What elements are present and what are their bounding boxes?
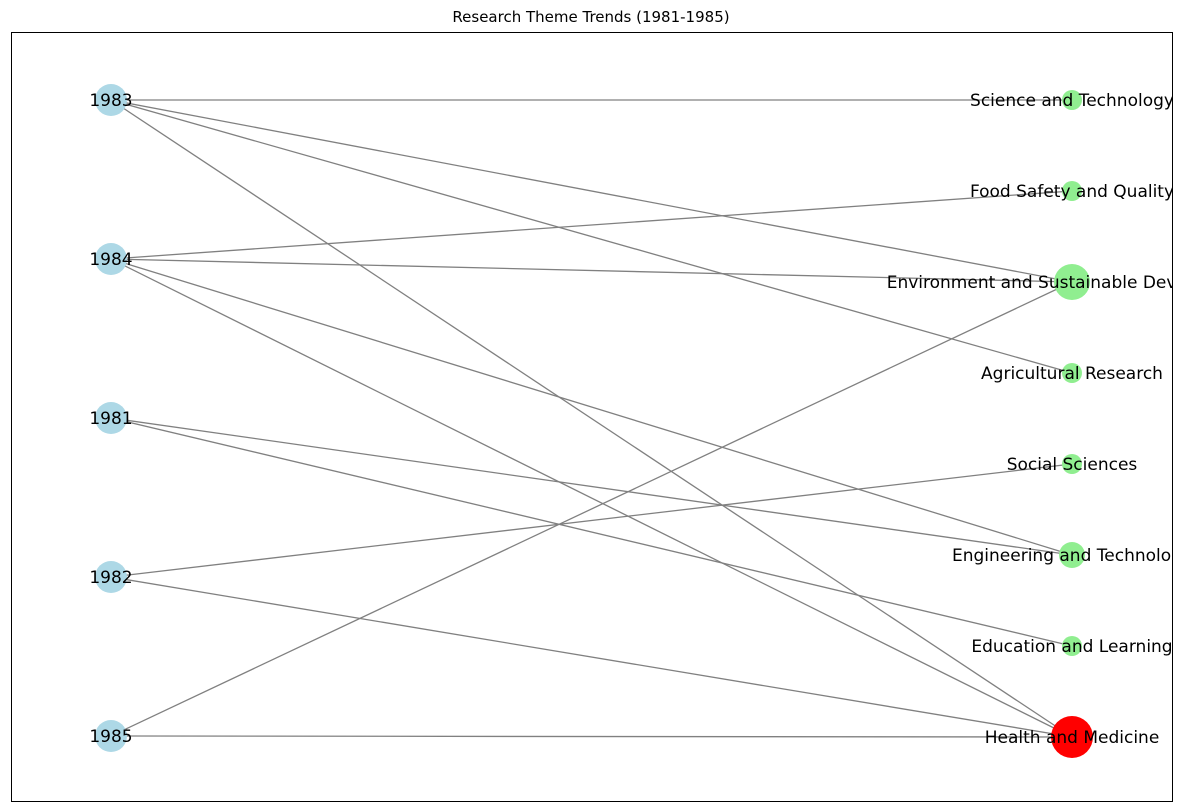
edge-1982-health-and-medicine [110,576,1073,738]
year-node-1984 [95,243,127,275]
theme-node-social-sciences [1062,454,1082,474]
theme-label-social-sciences: Social Sciences [1007,455,1138,475]
year-node-1982 [95,561,127,593]
edge-1983-agricultural-research [110,99,1073,374]
edge-1984-health-and-medicine [110,258,1073,738]
year-label-1984: 1984 [89,250,132,270]
theme-node-education-and-learning [1062,636,1082,656]
theme-node-engineering-and-technology [1059,542,1085,568]
theme-label-environment-and-sustainable-development: Environment and Sustainable Development [887,273,1172,293]
edge-1981-education-and-learning [110,417,1073,647]
theme-label-science-and-technology: Science and Technology [970,91,1172,111]
year-node-1981 [95,402,127,434]
network-graph: 1983 1984 1981 1982 1985 Science and Technolo… [89,84,1172,758]
edge-1984-food-safety-and-quality [110,190,1073,260]
edge-1982-social-sciences [110,463,1073,578]
theme-node-health-and-medicine [1051,716,1093,758]
theme-node-agricultural-research [1062,363,1082,383]
theme-node-food-safety-and-quality [1062,181,1082,201]
label-layer: 1983 1984 1981 1982 1985 Science and Technolo… [89,91,1172,748]
edge-1981-engineering-and-technology [110,417,1073,556]
edge-1983-environment-and-sustainable-development [110,99,1073,283]
theme-label-food-safety-and-quality: Food Safety and Quality [970,182,1172,202]
theme-label-agricultural-research: Agricultural Research [981,364,1163,384]
year-node-1983 [95,84,127,116]
edge-1985-environment-and-sustainable-development [110,281,1073,737]
edge-layer [110,99,1073,738]
year-label-1983: 1983 [89,91,132,111]
theme-label-education-and-learning: Education and Learning [971,637,1172,657]
year-node-1985 [95,720,127,752]
theme-node-science-and-technology [1062,90,1082,110]
year-label-1981: 1981 [89,409,132,429]
theme-label-health-and-medicine: Health and Medicine [985,728,1160,748]
theme-node-environment-and-sustainable-development [1054,264,1090,300]
year-label-1982: 1982 [89,568,132,588]
edge-1984-environment-and-sustainable-development [110,258,1073,283]
diagram-frame: 1983 1984 1981 1982 1985 Science and Technolo… [11,32,1173,802]
theme-label-engineering-and-technology: Engineering and Technology [952,546,1172,566]
year-label-1985: 1985 [89,727,132,747]
edge-1985-health-and-medicine [110,735,1073,738]
edge-1983-health-and-medicine [110,99,1073,738]
diagram-title: Research Theme Trends (1981-1985) [452,8,730,26]
node-layer [95,84,1093,758]
edge-1984-engineering-and-technology [110,258,1073,556]
